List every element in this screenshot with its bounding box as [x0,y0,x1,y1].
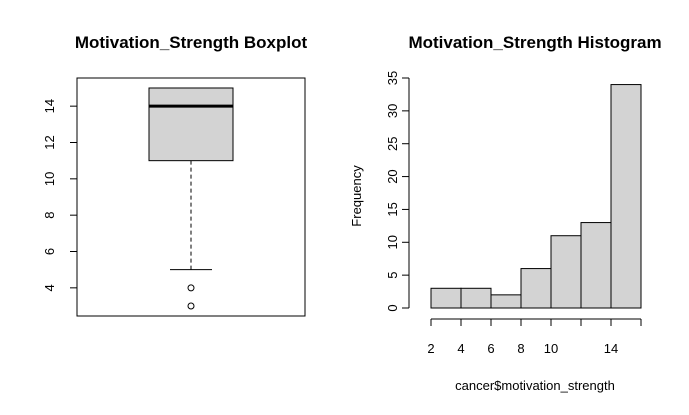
histogram-bar [520,268,552,309]
histogram-bar [550,235,582,309]
histogram-bars [430,84,642,309]
histogram-panel: Motivation_Strength Histogram Frequency … [349,33,662,393]
histogram-x-tick-label: 2 [427,341,434,356]
histogram-title: Motivation_Strength Histogram [408,33,661,52]
histogram-x-tick-label: 14 [604,341,618,356]
histogram-x-tick-label: 4 [457,341,464,356]
histogram-y-tick-label: 30 [385,104,400,118]
boxplot-y-tick-label: 6 [42,248,57,255]
boxplot-outlier [187,284,195,292]
boxplot-y-tick-label: 12 [42,135,57,149]
histogram-bar [460,287,492,309]
histogram-x-axis: 2 4 6 8 10 14 [427,318,642,356]
boxplot-y-tick-label: 10 [42,172,57,186]
histogram-y-axis: 0 5 10 15 20 25 30 35 [385,71,410,312]
boxplot-marks [148,87,234,310]
boxplot-y-tick-label: 14 [42,99,57,113]
histogram-bar [580,222,612,309]
histogram-y-tick-label: 35 [385,71,400,85]
boxplot-box [148,87,234,162]
histogram-y-tick-label: 15 [385,202,400,216]
histogram-bar [610,84,642,309]
histogram-y-tick-label: 10 [385,235,400,249]
histogram-x-tick-label: 6 [487,341,494,356]
boxplot-title: Motivation_Strength Boxplot [75,33,308,52]
boxplot-outlier [187,302,195,310]
histogram-x-axis-label: cancer$motivation_strength [455,378,615,393]
boxplot-y-axis: 4 6 8 10 12 14 [42,99,78,291]
histogram-y-tick-label: 5 [385,272,400,279]
histogram-x-tick-label: 10 [544,341,558,356]
boxplot-y-tick-label: 4 [42,284,57,291]
histogram-y-tick-label: 0 [385,304,400,311]
boxplot-panel: Motivation_Strength Boxplot 4 6 8 10 12 14 [42,33,308,317]
histogram-y-tick-label: 20 [385,169,400,183]
histogram-y-tick-label: 25 [385,136,400,150]
histogram-bar [490,294,522,309]
histogram-bar [430,287,462,309]
boxplot-y-tick-label: 8 [42,212,57,219]
histogram-x-tick-label: 8 [517,341,524,356]
histogram-y-axis-label: Frequency [349,165,364,227]
